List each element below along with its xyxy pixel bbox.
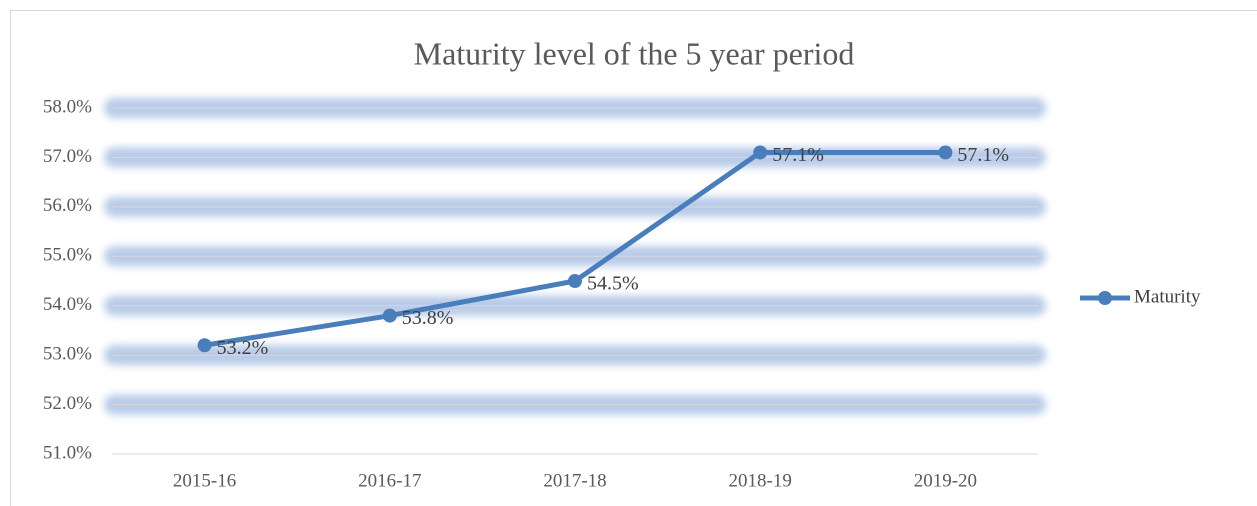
data-label: 54.5%: [587, 273, 639, 295]
y-tick-label: 57.0%: [43, 146, 92, 167]
data-label: 57.1%: [772, 144, 824, 166]
y-tick-label: 53.0%: [43, 344, 92, 365]
y-tick-label: 56.0%: [43, 195, 92, 216]
x-tick-label: 2018-19: [729, 470, 792, 491]
data-label: 57.1%: [957, 144, 1009, 166]
y-tick-label: 58.0%: [43, 96, 92, 117]
x-tick-label: 2015-16: [173, 470, 236, 491]
chart-frame: [10, 10, 1257, 506]
x-tick-label: 2017-18: [543, 470, 606, 491]
x-tick-label: 2016-17: [358, 470, 421, 491]
y-tick-label: 54.0%: [43, 294, 92, 315]
data-point: [197, 338, 212, 353]
data-point: [938, 145, 953, 160]
x-tick-label: 2019-20: [914, 470, 977, 491]
chart-title: Maturity level of the 5 year period: [414, 35, 855, 71]
legend-label: Maturity: [1134, 286, 1201, 307]
y-tick-label: 52.0%: [43, 393, 92, 414]
data-label: 53.2%: [217, 337, 269, 359]
data-point: [753, 145, 768, 160]
data-label: 53.8%: [402, 307, 454, 329]
data-point: [568, 274, 582, 288]
data-point: [382, 308, 397, 323]
y-tick-label: 55.0%: [43, 245, 92, 266]
legend-marker: [1098, 291, 1112, 305]
y-tick-label: 51.0%: [43, 442, 92, 463]
